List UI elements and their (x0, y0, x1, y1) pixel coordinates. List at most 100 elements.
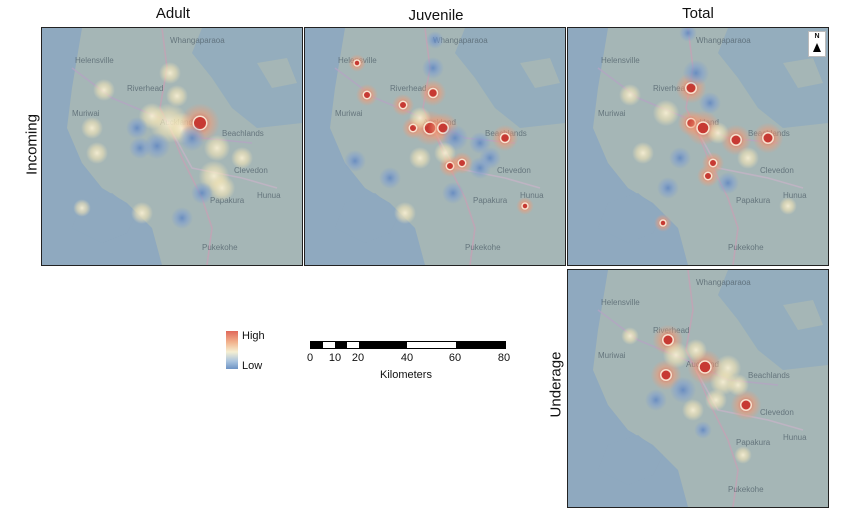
hotspot-medium (685, 339, 707, 361)
map-panel-incoming-juvenile: WhangaparaoaHelensvilleRiverheadMuriwaiA… (304, 27, 566, 266)
place-label-pukekohe: Pukekohe (728, 243, 764, 252)
hotspot-core (730, 134, 742, 146)
hotspot-medium (662, 341, 690, 369)
hotspot-medium (86, 142, 108, 164)
island (783, 58, 823, 88)
hotspot-medium (81, 117, 103, 139)
hotspot-low (699, 92, 721, 114)
hotspot-medium (159, 62, 181, 84)
scale-bar (310, 341, 506, 349)
hotspot-core (698, 360, 712, 374)
map-panel-incoming-total: WhangaparaoaHelensvilleRiverheadMuriwaiA… (567, 27, 829, 266)
hotspot-medium (779, 197, 797, 215)
place-label-helensville: Helensville (601, 56, 640, 65)
hotspot-medium (621, 327, 639, 345)
scale-tick: 10 (328, 352, 342, 364)
hotspot-medium (394, 202, 416, 224)
place-label-helensville: Helensville (75, 56, 114, 65)
row-label-underage: Underage (547, 351, 565, 418)
gulf-water (192, 28, 302, 128)
hotspot-low (126, 117, 148, 139)
place-label-papakura: Papakura (736, 438, 771, 447)
harbour-water (598, 193, 663, 243)
hotspot-medium (619, 84, 641, 106)
hotspot-low (191, 182, 213, 204)
hotspot-medium (734, 446, 752, 464)
place-label-pukekohe: Pukekohe (728, 485, 764, 494)
place-label-whangaparaoa: Whangaparaoa (433, 36, 488, 45)
hotspot-medium (166, 85, 188, 107)
north-arrow-triangle (813, 43, 821, 52)
hotspot-medium (409, 147, 431, 169)
place-label-riverhead: Riverhead (653, 84, 689, 93)
road-line (695, 127, 804, 189)
gulf-water (455, 28, 565, 128)
scale-segment (359, 342, 407, 348)
scale-tick: 60 (448, 352, 462, 364)
hotspot-low (694, 421, 712, 439)
place-label-clevedon: Clevedon (760, 166, 794, 175)
north-arrow-icon: N (808, 31, 826, 57)
hotspot-core (659, 219, 667, 227)
place-label-hunua: Hunua (257, 191, 281, 200)
hotspot-core (762, 132, 774, 144)
place-label-muriwai: Muriwai (72, 109, 100, 118)
place-label-hunua: Hunua (783, 191, 807, 200)
column-title-total: Total (682, 5, 714, 22)
hotspot-medium (682, 399, 704, 421)
hotspot-low (178, 124, 206, 152)
place-label-clevedon: Clevedon (760, 408, 794, 417)
gulf-water (718, 270, 828, 370)
hotspot-low (426, 31, 444, 49)
island (520, 58, 560, 88)
hotspot-medium (737, 147, 759, 169)
density-legend-ramp (226, 331, 238, 369)
scale-tick: 80 (497, 352, 511, 364)
hotspot-medium (93, 79, 115, 101)
hotspot-low (442, 182, 464, 204)
hotspot-medium (434, 142, 456, 164)
hotspot-core (353, 59, 361, 67)
place-label-muriwai: Muriwai (598, 351, 626, 360)
hotspot-medium (705, 389, 727, 411)
map-panel-underage-total: WhangaparaoaHelensvilleRiverheadMuriwaiA… (567, 269, 829, 508)
hotspot-core (427, 87, 439, 99)
hotspot-medium (409, 107, 431, 129)
place-label-whangaparaoa: Whangaparaoa (696, 36, 751, 45)
place-label-clevedon: Clevedon (234, 166, 268, 175)
scale-title: Kilometers (380, 369, 432, 381)
hotspot-core (398, 100, 408, 110)
hotspot-low (645, 389, 667, 411)
north-label: N (814, 33, 820, 40)
map-panel-incoming-adult: WhangaparaoaHelensvilleRiverheadMuriwaiA… (41, 27, 303, 266)
hotspot-medium (208, 174, 236, 202)
scale-segment (311, 342, 323, 348)
legend-high-label: High (242, 330, 265, 342)
hotspot-core (703, 171, 713, 181)
road-line (685, 270, 739, 507)
place-label-papakura: Papakura (473, 196, 508, 205)
hotspot-low (379, 167, 401, 189)
hotspot-low (422, 57, 444, 79)
scale-tick: 20 (351, 352, 365, 364)
place-label-pukekohe: Pukekohe (465, 243, 501, 252)
hotspot-low (171, 207, 193, 229)
place-label-riverhead: Riverhead (390, 84, 426, 93)
hotspot-low (669, 147, 691, 169)
hotspot-low (682, 59, 710, 87)
column-title-adult: Adult (155, 5, 191, 22)
place-label-papakura: Papakura (210, 196, 245, 205)
place-label-beachlands: Beachlands (222, 129, 264, 138)
column-title-juvenile: Juvenile (408, 7, 464, 24)
hotspot-medium (203, 134, 231, 162)
hotspot-medium (73, 199, 91, 217)
hotspot-low (717, 172, 739, 194)
island (257, 58, 297, 88)
place-label-muriwai: Muriwai (335, 109, 363, 118)
place-label-beachlands: Beachlands (748, 371, 790, 380)
place-label-helensville: Helensville (601, 298, 640, 307)
harbour-water (598, 435, 663, 485)
place-label-hunua: Hunua (520, 191, 544, 200)
hotspot-low (679, 28, 697, 42)
legend-low-label: Low (242, 360, 263, 372)
